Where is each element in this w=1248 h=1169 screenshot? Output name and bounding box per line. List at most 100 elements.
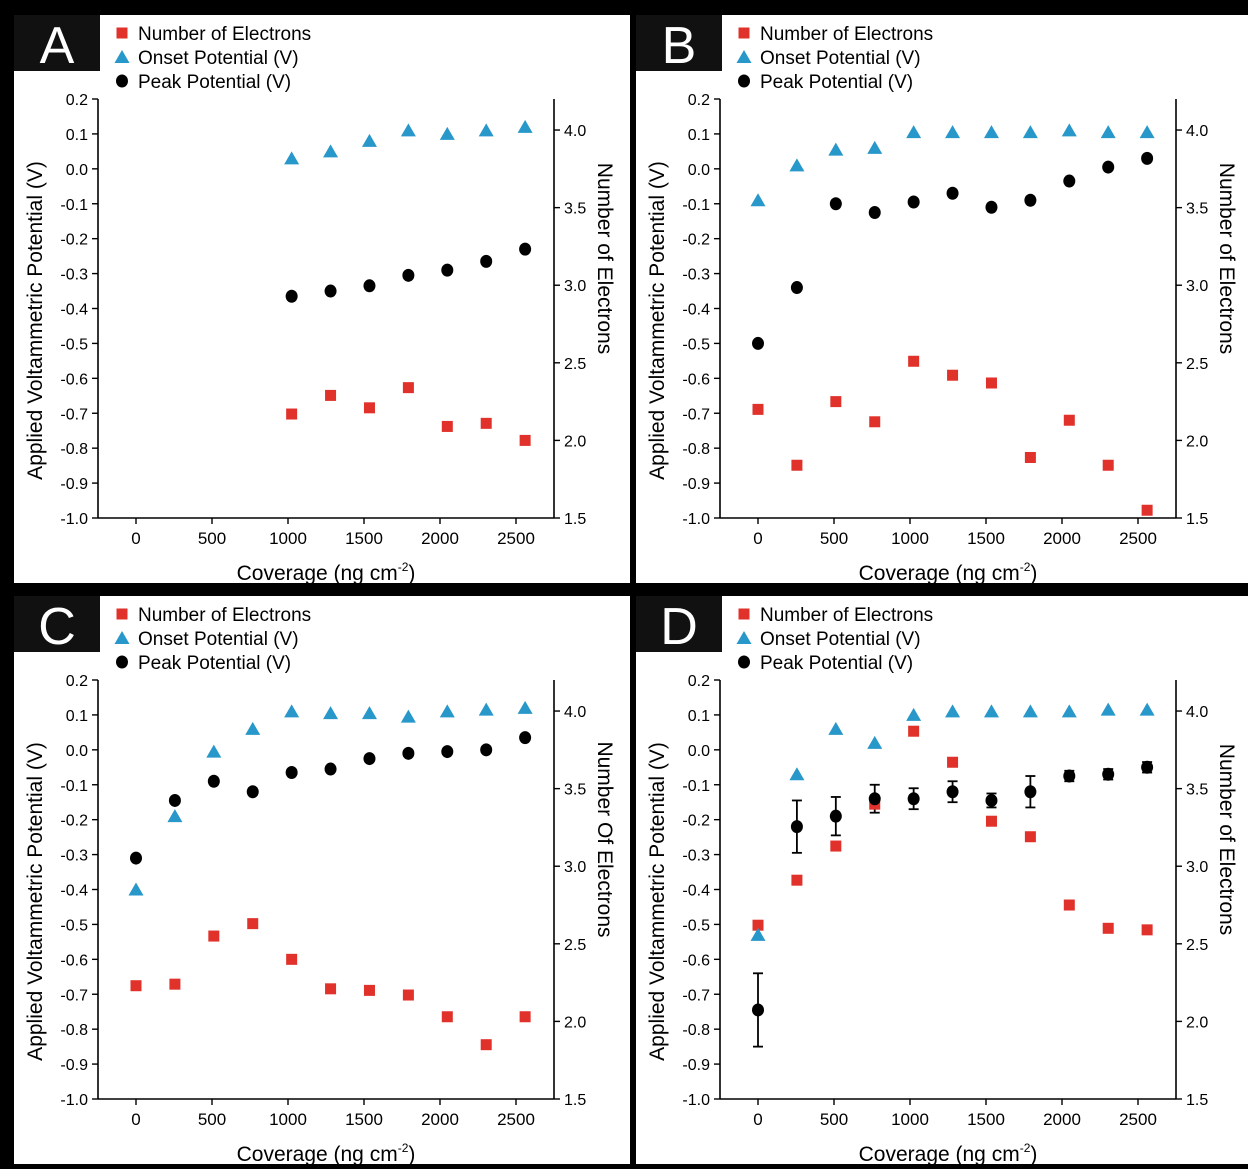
data-point-onset (1100, 125, 1116, 139)
data-point-onset (828, 721, 844, 735)
legend: Number of Electrons Onset Potential (V) Pe… (114, 24, 311, 93)
chart-panel-a: A 0.2 0.1 0.0 -0.1 -0.2 -0.3 -0.4 -0.5 -0.6 -0.7 -0… (14, 15, 630, 585)
y-tick-label: -0.5 (682, 336, 710, 353)
data-point-electrons (1063, 414, 1075, 426)
legend-label: Number of Electrons (760, 24, 933, 45)
legend-square-icon (116, 27, 128, 39)
y-tick-label: 0.1 (688, 708, 710, 725)
x-tick-label: 1500 (345, 1110, 383, 1129)
data-point-onset (945, 125, 961, 139)
data-point-electrons (402, 382, 414, 394)
data-point-peak (790, 820, 803, 834)
data-point-electrons (363, 984, 375, 996)
data-point-electrons (363, 402, 375, 414)
y-tick-label: -0.5 (60, 336, 88, 353)
y-tick-label: -0.7 (682, 987, 710, 1004)
data-point-peak (907, 195, 920, 209)
data-point-electrons (286, 408, 298, 420)
data-point-peak (1063, 769, 1076, 783)
y-tick-label: -0.8 (682, 1022, 710, 1039)
y-right-tick-label: 1.5 (1186, 1092, 1208, 1109)
panel-background (14, 15, 630, 583)
x-axis-title: Coverage (ng cm-2) (237, 560, 416, 585)
data-point-electrons (441, 1011, 453, 1023)
legend: Number of Electrons Onset Potential (V) Pe… (736, 24, 933, 93)
legend-label: Onset Potential (V) (760, 629, 921, 650)
y-tick-label: -0.9 (60, 1057, 88, 1074)
x-tick-label: 2500 (497, 1110, 535, 1129)
legend-label: Peak Potential (V) (138, 653, 291, 674)
data-point-electrons (830, 840, 842, 852)
x-tick-label: 500 (198, 529, 226, 548)
y-tick-label: -0.1 (60, 197, 88, 214)
data-point-peak (829, 809, 842, 823)
data-point-onset (245, 721, 261, 735)
x-tick-label: 500 (820, 1110, 848, 1129)
y-tick-label: -0.7 (682, 406, 710, 423)
data-point-peak (985, 793, 998, 807)
data-point-electrons (247, 918, 259, 930)
y-right-tick-label: 2.0 (1186, 1014, 1208, 1031)
data-point-peak (480, 254, 493, 268)
data-point-electrons (752, 403, 764, 415)
x-tick-label: 2000 (1043, 529, 1081, 548)
data-point-electrons (169, 978, 181, 990)
panel-letter-box (636, 15, 722, 71)
y-axis-title: Applied Voltammetric Potential (V) (646, 742, 669, 1061)
y-right-tick-label: 2.5 (564, 356, 586, 373)
y-right-tick-label: 2.0 (564, 433, 586, 450)
y-tick-label: -0.4 (682, 302, 710, 319)
data-point-onset (828, 142, 844, 156)
data-point-peak (868, 792, 881, 806)
data-point-onset (400, 709, 416, 723)
data-point-onset (478, 702, 494, 716)
data-point-electrons (869, 416, 881, 428)
y-right-tick-label: 4.0 (564, 704, 586, 721)
y-right-tick-label: 3.5 (564, 201, 586, 218)
data-point-electrons (441, 420, 453, 432)
legend-label: Onset Potential (V) (138, 629, 299, 650)
data-point-peak (829, 197, 842, 211)
y-tick-label: -0.4 (60, 302, 88, 319)
data-point-peak (285, 289, 298, 303)
y-tick-label: -0.6 (60, 371, 88, 388)
legend-triangle-icon (736, 50, 752, 63)
x-tick-label: 1000 (269, 1110, 307, 1129)
chart-panel-d: D 0.2 0.1 0.0 -0.1 -0.2 -0.3 -0.4 -0.5 -0.6 -0.7 -0… (636, 596, 1248, 1166)
y-tick-label: -0.2 (682, 813, 710, 830)
y-right-tick-label: 3.5 (1186, 782, 1208, 799)
x-tick-label: 2500 (1119, 1110, 1157, 1129)
legend-square-icon (738, 27, 750, 39)
y-right-tick-label: 3.0 (564, 859, 586, 876)
data-point-onset (945, 704, 961, 718)
data-point-peak (1102, 767, 1115, 781)
x-tick-label: 1500 (345, 529, 383, 548)
data-point-peak (1024, 785, 1037, 799)
chart-panel-c: C 0.2 0.1 0.0 -0.1 -0.2 -0.3 -0.4 -0.5 -0.6 -0.7 -0… (14, 596, 630, 1166)
y-tick-label: -0.3 (682, 848, 710, 865)
y-tick-label: -0.3 (60, 267, 88, 284)
data-point-peak (441, 263, 454, 277)
legend-label: Onset Potential (V) (760, 48, 921, 69)
y-tick-label: -0.8 (60, 441, 88, 458)
panel-background (636, 15, 1248, 583)
data-point-peak (907, 792, 920, 806)
y-right-tick-label: 3.0 (1186, 278, 1208, 295)
data-point-peak (868, 205, 881, 219)
x-tick-label: 1000 (891, 1110, 929, 1129)
y-axis-title: Applied Voltammetric Potential (V) (24, 161, 47, 480)
y-tick-label: 0.2 (66, 92, 88, 109)
data-point-peak (1102, 160, 1115, 174)
data-point-peak (168, 793, 181, 807)
y-tick-label: -0.1 (682, 197, 710, 214)
data-point-electrons (130, 980, 142, 992)
y-right-axis-title: Number of Electrons (1215, 744, 1238, 935)
data-point-onset (867, 735, 883, 749)
data-point-electrons (752, 919, 764, 931)
data-point-onset (983, 704, 999, 718)
legend-circle-icon (738, 655, 750, 669)
y-tick-label: -0.3 (60, 848, 88, 865)
legend-label: Number of Electrons (138, 24, 311, 45)
y-right-tick-label: 3.0 (1186, 859, 1208, 876)
data-point-onset (517, 700, 533, 714)
